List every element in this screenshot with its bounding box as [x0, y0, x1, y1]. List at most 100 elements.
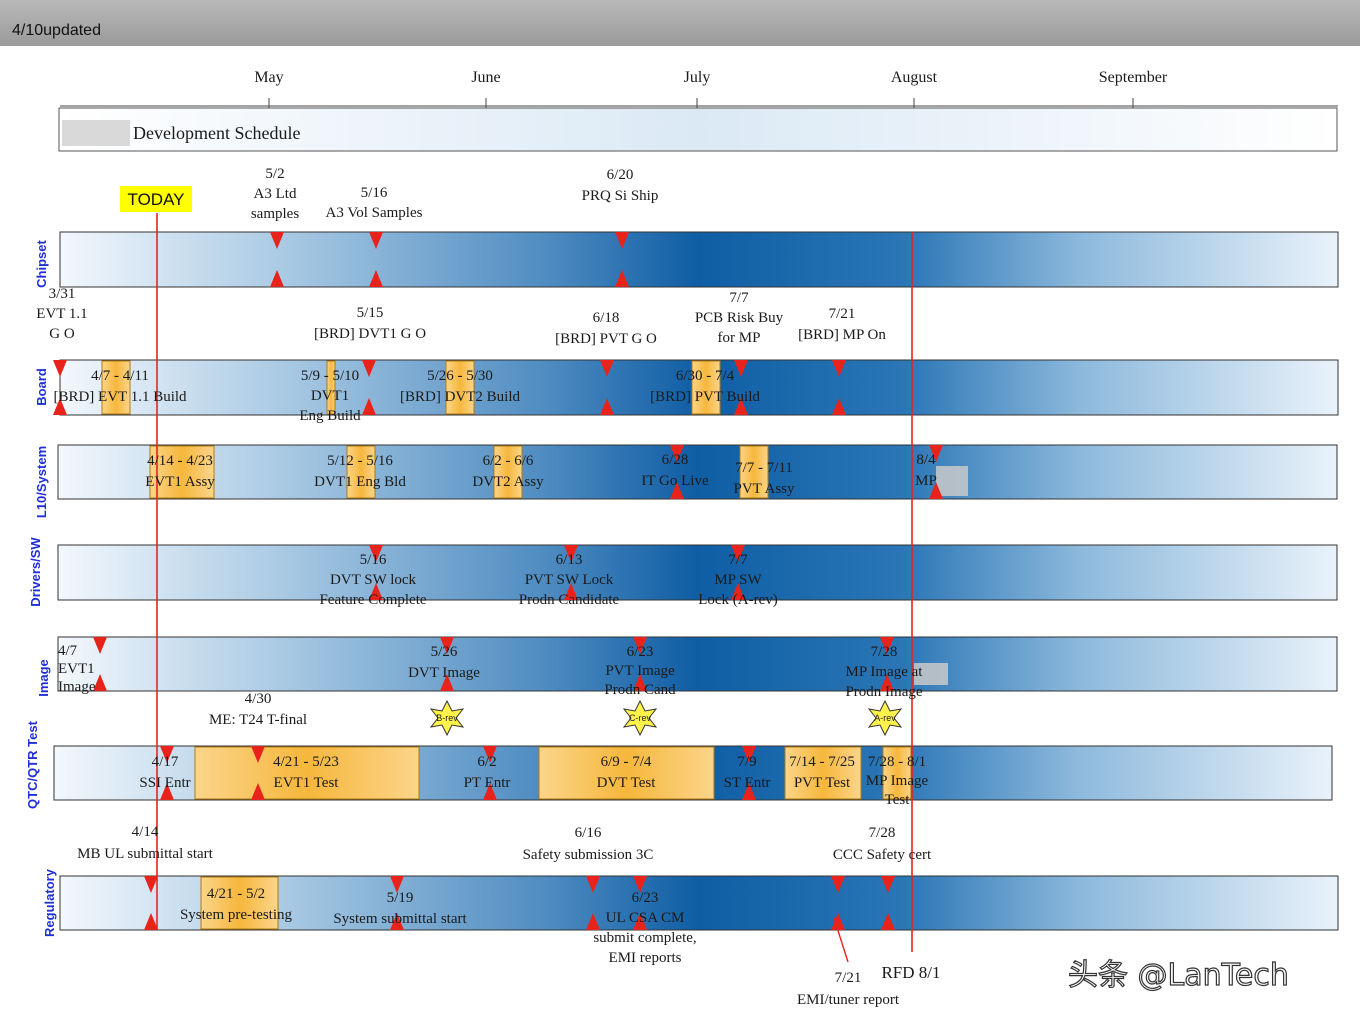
activity-bar: [784, 746, 862, 800]
milestone-marker-down: [600, 360, 614, 377]
milestone-marker-down: [734, 360, 748, 377]
milestone-marker-down: [831, 876, 845, 893]
milestone-label-r-pretest: 4/21 - 5/2 System pre-testing: [180, 886, 293, 923]
milestone-marker-down: [93, 637, 107, 654]
milestone-marker-down: [369, 545, 383, 562]
update-label: 4/10updated: [12, 22, 101, 39]
activity-bar: [326, 360, 336, 415]
milestone-line: ME: T24 T-final: [209, 712, 307, 728]
schedule-title: Development Schedule: [133, 123, 300, 143]
milestone-label-r-ccc: 7/28 CCC Safety cert: [833, 825, 932, 863]
milestone-label-r-safety: 6/16 Safety submission 3C: [523, 825, 654, 863]
milestone-marker-up: [251, 783, 265, 800]
star-label: C-rev: [629, 713, 651, 723]
milestone-label-b-pvt: 6/30 - 7/4 [BRD] PVT Build: [650, 368, 760, 405]
milestone-line: EVT 1.1: [36, 306, 87, 322]
milestone-marker-up: [831, 913, 845, 930]
milestone-marker-down: [564, 545, 578, 562]
activity-bars: [101, 360, 968, 930]
milestone-label-d-pvt: 6/13 PVT SW Lock Prodn Candidate: [519, 552, 620, 608]
milestone-line: CCC Safety cert: [833, 847, 932, 863]
milestone-line: System submittal start: [333, 911, 467, 927]
star-shape: [429, 699, 465, 737]
milestone-marker-down: [144, 876, 158, 893]
milestone-line: PT Entr: [464, 775, 511, 791]
milestone-marker-up: [881, 913, 895, 930]
milestone-line: MP Image at: [846, 664, 924, 680]
milestone-line: 6/30 - 7/4: [676, 368, 735, 384]
today-label: TODAY: [128, 190, 185, 209]
lane-label-chipset: Chipset: [34, 239, 49, 287]
milestone-marker-up: [742, 783, 756, 800]
milestone-line: EMI/tuner report: [797, 992, 900, 1008]
activity-bar: [346, 445, 376, 499]
star-shape: [867, 699, 903, 737]
activity-bar: [200, 876, 279, 930]
milestone-marker-up: [633, 674, 647, 691]
milestone-line: 7/9: [737, 754, 756, 770]
milestone-marker-down: [633, 876, 647, 893]
milestone-label-q-ssi: 4/17 SSI Entr: [139, 754, 190, 791]
milestone-line: 5/26: [431, 644, 458, 660]
milestone-line: EMI reports: [609, 950, 682, 966]
milestone-marker-down: [832, 360, 846, 377]
milestone-label-b-evt11: 4/7 - 4/11 [BRD] EVT 1.1 Build: [53, 368, 187, 405]
milestone-label-b-dvt1: 5/9 - 5/10 DVT1 Eng Build: [299, 368, 361, 424]
milestone-marker-up: [670, 482, 684, 499]
milestone-marker-up: [53, 398, 67, 415]
milestone-line: 4/14: [132, 824, 159, 840]
milestone-marker-up: [615, 270, 629, 287]
milestone-line: System pre-testing: [180, 907, 293, 923]
activity-bar: [149, 445, 215, 499]
month-label: May: [254, 69, 283, 86]
milestone-line: 7/28 - 8/1: [868, 754, 926, 770]
activity-bar: [101, 360, 131, 415]
milestone-label-i-pvt: 6/23 PVT Image Prodn Cand: [604, 644, 676, 698]
star-label: B-rev: [436, 713, 458, 723]
milestone-line: PVT SW Lock: [525, 572, 614, 588]
milestone-marker-down: [881, 876, 895, 893]
milestone-line: ST Entr: [724, 775, 771, 791]
milestone-line: for MP: [718, 330, 761, 346]
milestone-marker-up: [633, 913, 647, 930]
milestone-line: [BRD] EVT 1.1 Build: [53, 389, 187, 405]
star-shape: [622, 699, 658, 737]
milestone-line: Prodn Image: [845, 684, 922, 700]
milestone-line: IT Go Live: [641, 473, 709, 489]
milestone-line: EVT1 Assy: [145, 474, 215, 490]
milestone-line: Prodn Cand: [604, 682, 676, 698]
milestone-line: 7/14 - 7/25: [789, 754, 855, 770]
lane-label-board: Board: [34, 368, 49, 406]
milestone-label-r-rfd: RFD 8/1: [881, 963, 940, 982]
milestone-marker-down: [615, 232, 629, 249]
milestone-line: 8/4: [916, 452, 936, 468]
milestone-line: 4/7 - 4/11: [91, 368, 149, 384]
milestone-marker-down: [880, 637, 894, 654]
milestone-label-s-it: 6/28 IT Go Live: [641, 452, 709, 489]
milestone-label-s-dvt1: 5/12 - 5/16 DVT1 Eng Bld: [314, 453, 406, 490]
milestone-line: EVT1: [58, 661, 95, 677]
milestone-label-m-a3-ltd: 5/2 A3 Ltd samples: [251, 166, 299, 222]
timeline-scale: May June July August September: [60, 69, 1338, 108]
milestone-marker-up: [440, 674, 454, 691]
milestone-line: Eng Build: [299, 408, 361, 424]
milestone-line: PVT Image: [605, 663, 675, 679]
milestone-marker-down: [251, 746, 265, 763]
milestone-marker-down: [369, 232, 383, 249]
milestone-label-s-pvt: 7/7 - 7/11 PVT Assy: [734, 460, 795, 497]
milestone-line: Feature Complete: [319, 592, 426, 608]
milestone-line: G O: [49, 326, 75, 342]
milestone-marker-up: [880, 674, 894, 691]
milestone-marker-down: [390, 876, 404, 893]
milestone-line: 6/16: [575, 825, 602, 841]
watermark: 头条 @LanTech: [1068, 958, 1289, 993]
milestone-label-m-a3-vol: 5/16 A3 Vol Samples: [326, 185, 423, 221]
milestone-line: EVT1 Test: [274, 775, 340, 791]
milestone-marker-up: [160, 783, 174, 800]
redaction-block: [936, 466, 968, 496]
milestone-line: 5/19: [387, 890, 414, 906]
activity-bar: [882, 746, 912, 800]
milestone-label-i-mp: 7/28 MP Image at Prodn Image: [845, 644, 923, 700]
star-marker: B-rev: [429, 699, 465, 737]
milestone-line: Lock (A-rev): [698, 592, 778, 608]
